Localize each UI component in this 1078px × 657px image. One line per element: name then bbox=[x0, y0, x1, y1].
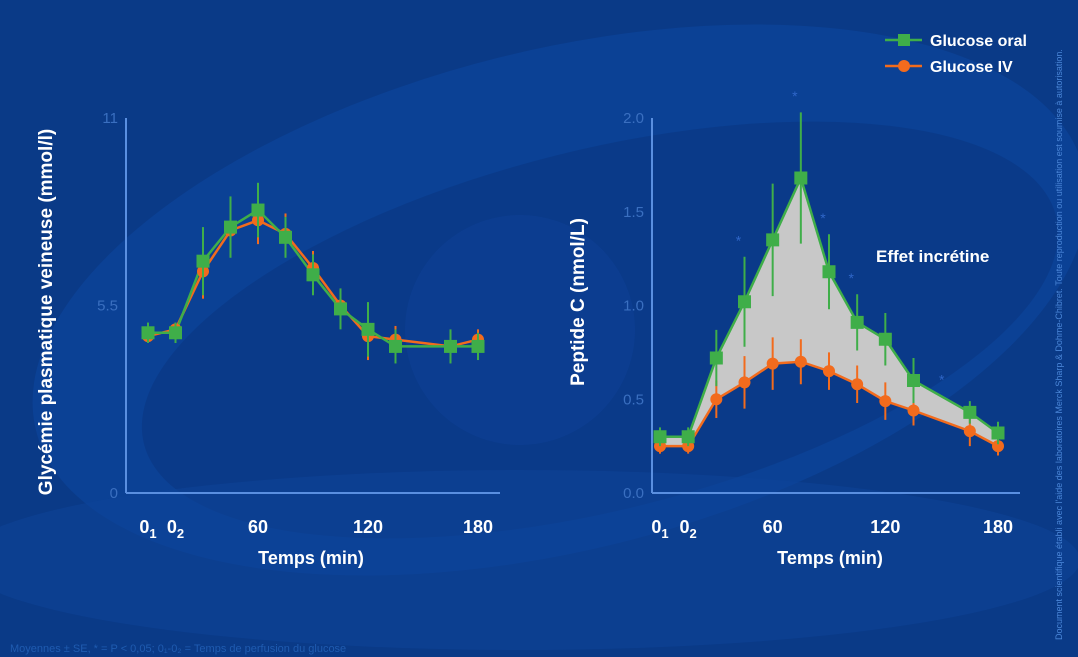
data-point-oral bbox=[279, 230, 292, 244]
x-tick-label: 180 bbox=[983, 517, 1013, 537]
significance-marker: * bbox=[820, 210, 826, 226]
data-point-iv bbox=[766, 357, 779, 370]
incretin-effect-annotation: Effet incrétine bbox=[876, 247, 989, 266]
y-tick-label: 0.5 bbox=[623, 391, 644, 408]
side-note: Document scientifique établi avec l'aide… bbox=[1054, 49, 1064, 640]
data-point-oral bbox=[991, 426, 1005, 440]
y-tick-label: 1.5 bbox=[623, 204, 644, 221]
data-point-oral bbox=[766, 233, 780, 247]
peptide-x-axis-label: Temps (min) bbox=[777, 548, 883, 568]
data-point-oral bbox=[169, 326, 182, 340]
data-point-iv bbox=[992, 440, 1004, 453]
data-point-oral bbox=[196, 254, 210, 268]
data-point-oral bbox=[878, 332, 892, 346]
data-point-oral bbox=[224, 220, 237, 234]
data-point-oral bbox=[251, 203, 265, 217]
significance-marker: * bbox=[939, 371, 945, 387]
legend-iv-marker bbox=[885, 60, 922, 72]
data-point-oral bbox=[306, 268, 320, 282]
y-tick-label: 2.0 bbox=[623, 110, 644, 127]
glycemia-y-axis-label: Glycémie plasmatique veineuse (mmol/l) bbox=[36, 129, 57, 495]
data-point-iv bbox=[794, 355, 807, 368]
y-tick-label: 11 bbox=[102, 110, 118, 127]
data-point-oral bbox=[334, 302, 347, 316]
data-point-iv bbox=[851, 378, 864, 391]
y-tick-label: 5.5 bbox=[97, 298, 118, 315]
data-point-oral bbox=[361, 322, 375, 336]
data-point-iv bbox=[823, 365, 835, 378]
legend: Glucose oral Glucose IV bbox=[885, 33, 1027, 76]
series-line-iv bbox=[147, 218, 479, 348]
significance-marker: * bbox=[792, 88, 798, 104]
legend-oral-label: Glucose oral bbox=[930, 33, 1027, 50]
footnote: Moyennes ± SE, * = P < 0,05; 0₁-0₂ = Tem… bbox=[10, 643, 346, 655]
data-point-oral bbox=[963, 405, 977, 419]
data-point-oral bbox=[850, 315, 864, 329]
x-tick-label: 120 bbox=[353, 517, 383, 537]
data-point-oral bbox=[444, 339, 457, 353]
data-point-oral bbox=[681, 430, 695, 444]
data-point-iv bbox=[879, 395, 892, 408]
y-tick-label: 1.0 bbox=[623, 298, 644, 315]
data-point-oral bbox=[822, 265, 836, 279]
data-point-iv bbox=[907, 404, 920, 417]
data-point-oral bbox=[794, 171, 808, 185]
x-tick-label: 60 bbox=[763, 517, 783, 537]
x-tick-label: 60 bbox=[248, 517, 268, 537]
series-line-oral bbox=[660, 174, 999, 438]
data-point-oral bbox=[709, 351, 723, 365]
data-point-oral bbox=[738, 295, 751, 309]
data-point-oral bbox=[907, 374, 920, 387]
peptide-c-chart: 0.00.51.01.52.0 01 02 60 120 180 ***** Pepti… bbox=[568, 88, 1020, 568]
series-line-iv bbox=[660, 360, 999, 448]
significance-marker: * bbox=[736, 233, 742, 249]
legend-oral-marker bbox=[885, 34, 922, 46]
legend-iv-label: Glucose IV bbox=[930, 59, 1013, 76]
data-point-oral bbox=[471, 339, 485, 353]
y-tick-label: 0 bbox=[110, 485, 118, 502]
peptide-y-axis-label: Peptide C (nmol/L) bbox=[568, 218, 589, 386]
significance-marker: * bbox=[848, 270, 854, 286]
data-point-iv bbox=[710, 393, 723, 406]
y-tick-label: 0.0 bbox=[623, 485, 644, 502]
x-tick-label: 180 bbox=[463, 517, 493, 537]
data-point-iv bbox=[738, 376, 751, 389]
glycemia-chart: 05.511 01 02 60 120 180 Glycémie plasmatique… bbox=[36, 110, 500, 568]
data-point-oral bbox=[653, 430, 667, 444]
data-point-oral bbox=[389, 339, 402, 353]
data-point-iv bbox=[963, 425, 976, 438]
glycemia-x-axis-label: Temps (min) bbox=[258, 548, 364, 568]
x-tick-label: 120 bbox=[870, 517, 900, 537]
data-point-oral bbox=[141, 326, 155, 340]
